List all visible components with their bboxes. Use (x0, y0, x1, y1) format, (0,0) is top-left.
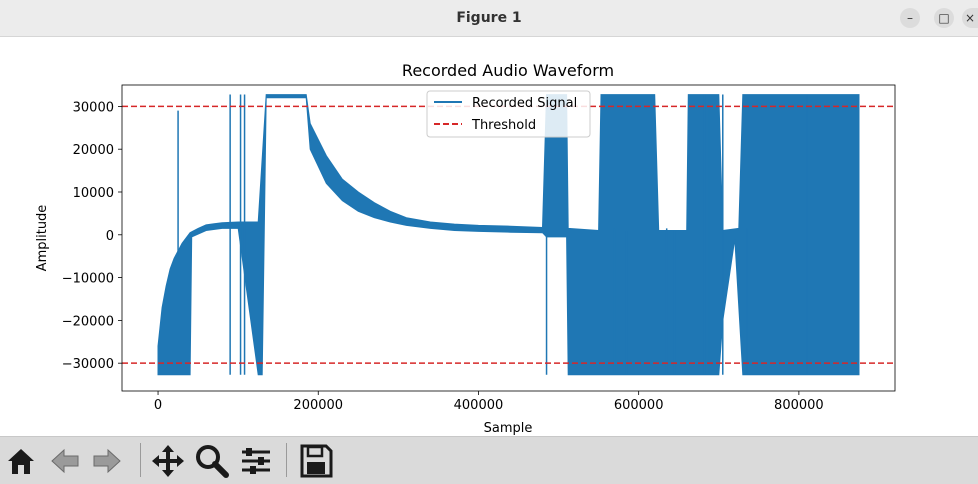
x-axis-label: Sample (484, 421, 533, 436)
window-title: Figure 1 (456, 10, 522, 26)
minimize-icon[interactable]: – (900, 8, 920, 28)
legend: Recorded Signal Threshold (426, 90, 591, 138)
back-icon[interactable] (46, 441, 84, 481)
toolbar-separator (140, 443, 141, 477)
y-axis-label: Amplitude (35, 205, 50, 272)
x-tick-label: 400000 (454, 398, 504, 413)
signal-series (157, 94, 860, 376)
y-tick-label: −10000 (62, 272, 114, 287)
navigation-toolbar (0, 436, 978, 484)
maximize-icon[interactable]: □ (934, 8, 954, 28)
legend-box (426, 90, 591, 138)
y-axis: −30000 −20000 −10000 0 10000 20000 30000 (62, 100, 122, 372)
y-tick-label: −30000 (62, 357, 114, 372)
waveform-chart: Recorded Audio Waveform 0 200000 400000 600… (35, 61, 896, 436)
plot-frame (121, 84, 896, 392)
threshold-series (122, 105, 895, 364)
forward-icon[interactable] (88, 441, 126, 481)
configure-subplots-icon[interactable] (236, 441, 276, 481)
figure-canvas: Recorded Audio Waveform 0 200000 400000 600… (0, 37, 978, 436)
signal-envelope (157, 94, 860, 376)
close-icon[interactable]: × (962, 8, 978, 28)
y-tick-label: 0 (106, 229, 114, 244)
legend-label-threshold: Threshold (471, 118, 536, 133)
x-tick-label: 0 (154, 398, 162, 413)
x-tick-label: 200000 (293, 398, 343, 413)
toolbar-separator (286, 443, 287, 477)
save-icon[interactable] (296, 441, 336, 481)
zoom-icon[interactable] (192, 441, 232, 481)
y-tick-label: 10000 (73, 186, 114, 201)
y-tick-label: 30000 (73, 100, 114, 115)
x-tick-label: 800000 (774, 398, 824, 413)
y-tick-label: −20000 (62, 314, 114, 329)
window-titlebar: Figure 1 – □ × (0, 0, 978, 37)
x-tick-label: 600000 (614, 398, 664, 413)
y-tick-label: 20000 (73, 143, 114, 158)
home-icon[interactable] (2, 441, 40, 481)
pan-icon[interactable] (148, 441, 188, 481)
legend-label-signal: Recorded Signal (472, 96, 577, 111)
chart-title: Recorded Audio Waveform (402, 61, 614, 80)
x-axis: 0 200000 400000 600000 800000 (154, 391, 824, 413)
